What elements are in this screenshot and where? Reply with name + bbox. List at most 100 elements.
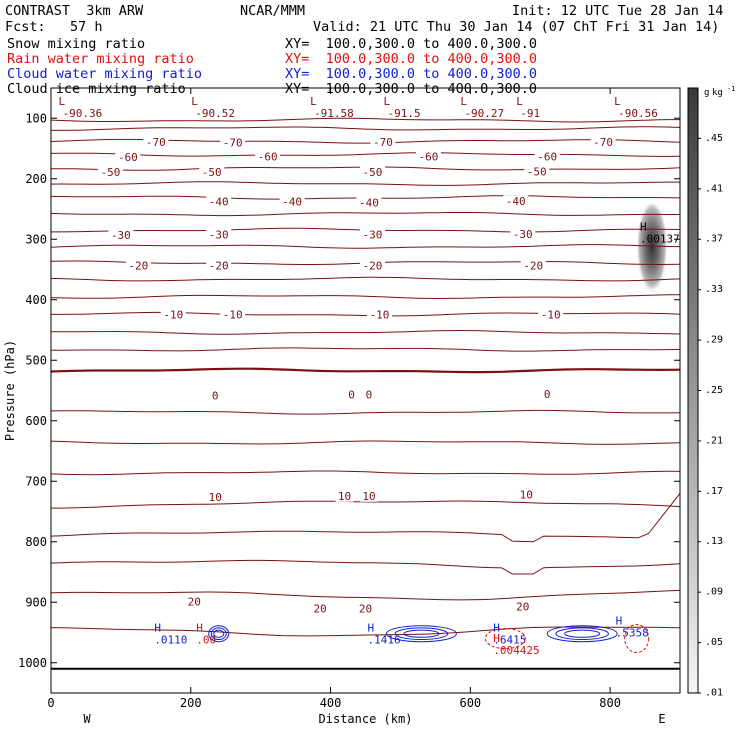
snow-shading (636, 203, 669, 300)
valid-time: Valid: 21 UTC Thu 30 Jan 14 (07 ChT Fri … (313, 19, 720, 35)
contour-label: -70 (223, 136, 243, 149)
contour-label: 0 (366, 389, 373, 402)
field-label-cloud-water: Cloud water mixing ratio (7, 66, 203, 82)
high-value-label: .5358 (616, 626, 649, 639)
temperature-contour-line (51, 492, 680, 543)
contour-label-bg (209, 389, 221, 402)
temperature-contour-line (51, 347, 680, 352)
y-tick-label: 600 (25, 414, 47, 428)
y-tick-label: 400 (25, 293, 47, 307)
contour-label: -40 (282, 196, 302, 209)
contour-label-bg (220, 308, 246, 321)
temperature-contour-line (51, 181, 680, 186)
colorbar-tick-label: .01 (705, 687, 723, 698)
contour-label-bg (359, 228, 385, 241)
contour-label: -50 (527, 165, 547, 178)
contour-label: 10 (520, 489, 533, 502)
temperature-contour-line (51, 409, 680, 415)
contour-label-bg (206, 228, 232, 241)
contour-label: -10 (163, 308, 183, 321)
contour-label-bg (590, 135, 616, 148)
temperature-contour-line (51, 329, 680, 335)
colorbar-tick-label: .13 (705, 536, 723, 547)
contour-label: -50 (363, 166, 383, 179)
high-value-label: .1416 (367, 634, 400, 647)
high-value-label: .00137 (640, 232, 680, 245)
temperature-contour-line (51, 626, 680, 637)
y-tick-label: 700 (25, 474, 47, 488)
colorbar-scale (687, 87, 699, 694)
contour-label: -20 (209, 259, 229, 272)
high-value-label: .0110 (154, 634, 187, 647)
contour-label: -60 (418, 150, 438, 163)
cloud-water-contour (546, 625, 618, 643)
low-value-label: -90.27 (464, 107, 504, 120)
high-marker: H (196, 622, 203, 635)
contour-label-bg (125, 259, 151, 272)
contour-label: -20 (363, 259, 383, 272)
colorbar-tick-label: .05 (705, 637, 723, 648)
x-axis-label: Distance (km) (319, 712, 413, 726)
contour-label-bg (415, 150, 441, 163)
contour-label: -10 (370, 308, 390, 321)
cloud-water-contour (394, 627, 449, 641)
low-marker: L (310, 95, 317, 108)
contour-label-bg (206, 490, 225, 503)
colorbar-tick-label: .25 (705, 385, 723, 396)
contour-label-bg (513, 600, 532, 613)
y-tick-label: 900 (25, 595, 47, 609)
contour-label: 10 (338, 490, 351, 503)
high-marker: H (493, 622, 500, 635)
contour-label: 0 (348, 389, 355, 402)
y-tick-label: 300 (25, 232, 47, 246)
contour-label: -20 (128, 259, 148, 272)
contour-label-bg (199, 166, 225, 179)
colorbar-tick-label: .21 (705, 435, 723, 446)
center-name: NCAR/MMM (240, 3, 306, 19)
x-tick-label: 200 (180, 696, 202, 710)
cloud-water-contour (403, 629, 440, 638)
cloud-water-contour (555, 627, 609, 641)
contour-label: -60 (118, 151, 138, 164)
contour-label: 10 (209, 491, 222, 504)
temperature-contour-line (51, 559, 680, 575)
cross-section-snow: XY= 100.0,300.0 to 400.0,300.0 (285, 36, 537, 52)
contour-label-bg (366, 308, 392, 321)
contour-label: -60 (258, 150, 278, 163)
contour-label-bg (97, 166, 123, 179)
contour-label: -40 (506, 195, 526, 208)
init-time: Init: 12 UTC Tue 28 Jan 14 (512, 3, 724, 19)
contour-label-bg (359, 489, 378, 502)
contour-label-bg (359, 259, 385, 272)
contour-label: -30 (111, 229, 131, 242)
y-tick-label: 1000 (18, 656, 47, 670)
cloud-water-contour (208, 625, 230, 643)
forecast-hour: Fcst: 57 h (5, 19, 103, 35)
low-marker: L (516, 95, 523, 108)
contour-label-bg (335, 489, 354, 502)
x-tick-label: 800 (599, 696, 621, 710)
y-tick-label: 100 (25, 111, 47, 125)
low-value-label: -90.56 (618, 107, 658, 120)
contour-label: -70 (593, 136, 613, 149)
contour-label-bg (510, 227, 536, 240)
contour-label: 20 (516, 600, 529, 613)
high-marker: H (640, 220, 647, 233)
contour-label: -70 (146, 136, 166, 149)
high-marker: H (154, 622, 161, 635)
temperature-contour-line (51, 470, 680, 476)
colorbar-unit-g: g (704, 88, 709, 98)
temperature-contour-line (51, 589, 680, 601)
cloud-water-contour (210, 627, 227, 641)
temperature-contour-line (51, 212, 680, 217)
contour-label: 20 (188, 596, 201, 609)
temperature-contour-line (51, 244, 680, 249)
high-value-label: .6415 (493, 634, 526, 647)
contour-label: -50 (202, 166, 222, 179)
temperature-contour-line (51, 276, 680, 282)
y-tick-label: 500 (25, 353, 47, 367)
contour-label: 20 (313, 602, 326, 615)
y-tick-label: 200 (25, 172, 47, 186)
low-value-label: -90.36 (62, 107, 102, 120)
